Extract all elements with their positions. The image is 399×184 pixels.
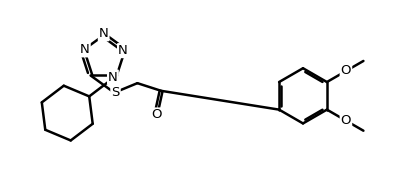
Text: O: O: [341, 64, 351, 77]
Text: S: S: [111, 86, 120, 99]
Text: N: N: [99, 27, 109, 40]
Text: N: N: [80, 43, 90, 56]
Text: N: N: [108, 70, 118, 84]
Text: O: O: [341, 114, 351, 128]
Text: N: N: [118, 44, 128, 57]
Text: O: O: [151, 109, 162, 121]
